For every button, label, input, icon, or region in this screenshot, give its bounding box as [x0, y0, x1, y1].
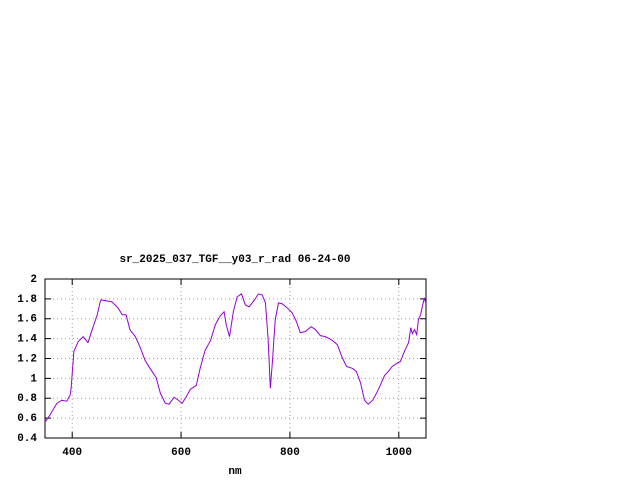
x-tick-label: 1000 — [386, 447, 412, 459]
y-tick-label: 2 — [30, 274, 37, 286]
y-tick-label: 1.8 — [17, 294, 37, 306]
y-tick-label: 1.4 — [17, 334, 37, 346]
x-tick-label: 400 — [62, 447, 82, 459]
x-tick-label: 800 — [280, 447, 300, 459]
plot-frame — [44, 278, 427, 439]
y-tick-label: 0.8 — [17, 393, 37, 405]
x-tick-label: 600 — [171, 447, 191, 459]
x-axis-label: nm — [228, 466, 242, 478]
y-tick-label: 1.2 — [17, 353, 37, 365]
y-tick-label: 0.6 — [17, 413, 37, 425]
chart-title: sr_2025_037_TGF__y03_r_rad 06-24-00 — [119, 254, 350, 266]
y-tick-label: 1.6 — [17, 314, 37, 326]
y-tick-label: 0.4 — [17, 433, 37, 445]
data-line — [44, 293, 427, 423]
y-tick-label: 1 — [30, 373, 37, 385]
